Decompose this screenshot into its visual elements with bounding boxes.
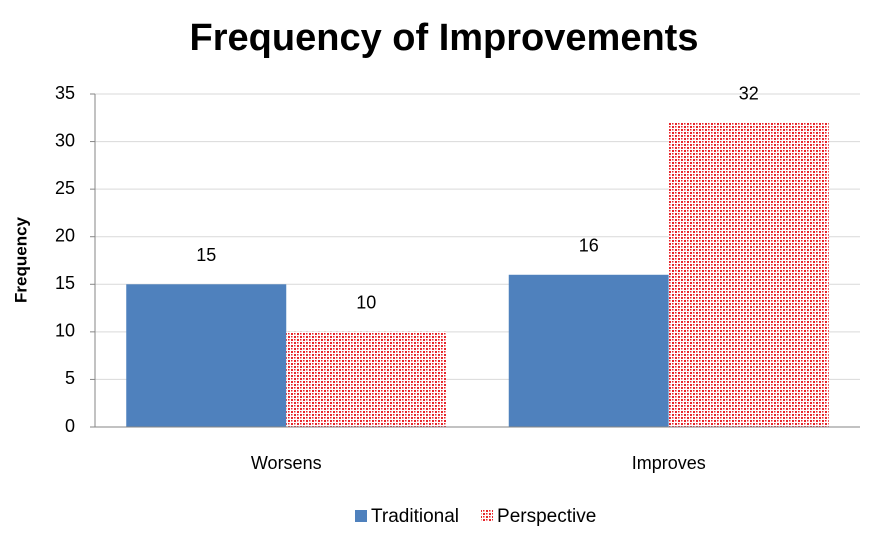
bar (508, 274, 669, 427)
y-tick-label: 10 (55, 321, 75, 341)
y-tick-label: 25 (55, 178, 75, 198)
bar (286, 331, 447, 427)
data-label: 10 (356, 293, 376, 313)
y-tick-label: 15 (55, 273, 75, 293)
x-tick-label: Worsens (251, 453, 322, 473)
data-label: 15 (196, 245, 216, 265)
y-axis-label: Frequency (11, 216, 30, 303)
chart-title: Frequency of Improvements (190, 17, 699, 59)
data-label: 32 (739, 83, 759, 103)
y-tick-label: 35 (55, 83, 75, 103)
x-tick-label: Improves (632, 453, 706, 473)
y-tick-label: 0 (65, 416, 75, 436)
y-tick-label: 5 (65, 368, 75, 388)
legend-swatch (481, 510, 494, 522)
y-tick-label: 30 (55, 130, 75, 150)
data-label: 16 (579, 236, 599, 256)
legend-label: Perspective (497, 506, 596, 527)
legend-label: Traditional (371, 506, 459, 527)
legend-swatch (355, 510, 367, 522)
bar (668, 122, 829, 428)
y-tick-label: 20 (55, 225, 75, 245)
bar (126, 284, 287, 427)
